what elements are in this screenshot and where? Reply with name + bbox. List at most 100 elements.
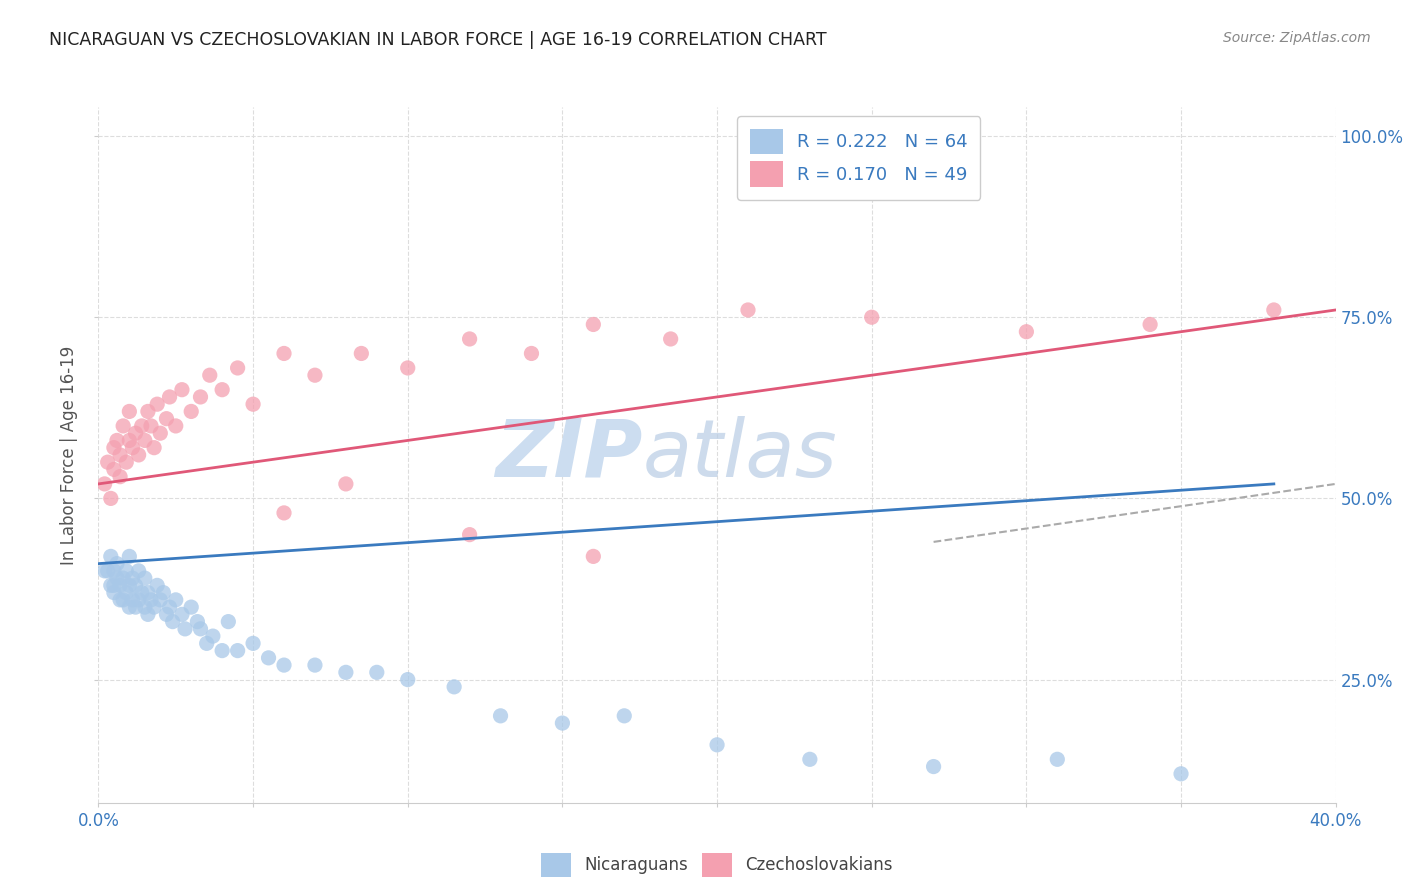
Point xyxy=(105,434,128,448)
Point xyxy=(458,332,481,346)
Point xyxy=(1046,752,1069,766)
Point xyxy=(335,476,357,491)
Point xyxy=(180,600,202,615)
Point xyxy=(115,455,138,469)
Point xyxy=(131,419,153,434)
Point xyxy=(1170,766,1192,781)
Point xyxy=(335,665,357,680)
Point xyxy=(152,585,174,599)
Text: Source: ZipAtlas.com: Source: ZipAtlas.com xyxy=(1223,31,1371,45)
Point xyxy=(149,426,172,441)
Point xyxy=(128,448,150,462)
Point xyxy=(799,752,821,766)
Point xyxy=(93,564,115,578)
Point xyxy=(180,404,202,418)
Point xyxy=(350,346,373,360)
Point xyxy=(118,549,141,564)
Point xyxy=(520,346,543,360)
Point xyxy=(489,708,512,723)
Point xyxy=(100,549,122,564)
Legend: Nicaraguans, Czechoslovakians: Nicaraguans, Czechoslovakians xyxy=(533,845,901,885)
Point xyxy=(121,592,143,607)
Point xyxy=(149,592,172,607)
Point xyxy=(124,600,146,615)
Point xyxy=(170,607,193,622)
Point xyxy=(201,629,224,643)
Point xyxy=(134,600,156,615)
Point xyxy=(159,390,181,404)
Point xyxy=(304,658,326,673)
Point xyxy=(190,622,212,636)
Point xyxy=(112,571,135,585)
Point xyxy=(211,383,233,397)
Point xyxy=(105,571,128,585)
Point xyxy=(396,673,419,687)
Point xyxy=(118,578,141,592)
Point xyxy=(103,441,125,455)
Point xyxy=(93,476,115,491)
Point xyxy=(121,571,143,585)
Point xyxy=(103,578,125,592)
Point xyxy=(128,564,150,578)
Point xyxy=(108,469,131,483)
Point xyxy=(108,592,131,607)
Point xyxy=(121,441,143,455)
Point xyxy=(100,578,122,592)
Point xyxy=(112,592,135,607)
Point xyxy=(659,332,682,346)
Point xyxy=(211,643,233,657)
Text: ZIP: ZIP xyxy=(495,416,643,494)
Point xyxy=(273,658,295,673)
Point xyxy=(458,527,481,541)
Point xyxy=(136,404,159,418)
Point xyxy=(273,506,295,520)
Point xyxy=(143,600,166,615)
Point xyxy=(108,578,131,592)
Point xyxy=(226,643,249,657)
Point xyxy=(143,441,166,455)
Point xyxy=(242,636,264,650)
Point xyxy=(582,549,605,564)
Point xyxy=(162,615,184,629)
Point xyxy=(242,397,264,411)
Point xyxy=(1139,318,1161,332)
Point xyxy=(108,448,131,462)
Point xyxy=(195,636,218,650)
Y-axis label: In Labor Force | Age 16-19: In Labor Force | Age 16-19 xyxy=(60,345,79,565)
Point xyxy=(112,419,135,434)
Point xyxy=(134,571,156,585)
Point xyxy=(97,564,120,578)
Point xyxy=(136,607,159,622)
Point xyxy=(118,600,141,615)
Point xyxy=(186,615,208,629)
Text: atlas: atlas xyxy=(643,416,838,494)
Point xyxy=(366,665,388,680)
Point xyxy=(118,434,141,448)
Point xyxy=(396,361,419,376)
Point xyxy=(159,600,181,615)
Point xyxy=(860,310,883,325)
Point xyxy=(115,585,138,599)
Point xyxy=(128,592,150,607)
Point xyxy=(217,615,239,629)
Point xyxy=(105,557,128,571)
Point xyxy=(165,592,187,607)
Point xyxy=(582,318,605,332)
Point xyxy=(134,434,156,448)
Point xyxy=(1263,303,1285,318)
Point xyxy=(155,411,177,425)
Point xyxy=(139,419,162,434)
Point xyxy=(124,426,146,441)
Point xyxy=(165,419,187,434)
Point xyxy=(1015,325,1038,339)
Point xyxy=(304,368,326,383)
Point xyxy=(443,680,465,694)
Point xyxy=(155,607,177,622)
Point xyxy=(170,383,193,397)
Point xyxy=(226,361,249,376)
Point xyxy=(174,622,197,636)
Point xyxy=(136,585,159,599)
Point xyxy=(257,651,280,665)
Point xyxy=(146,397,169,411)
Point xyxy=(103,585,125,599)
